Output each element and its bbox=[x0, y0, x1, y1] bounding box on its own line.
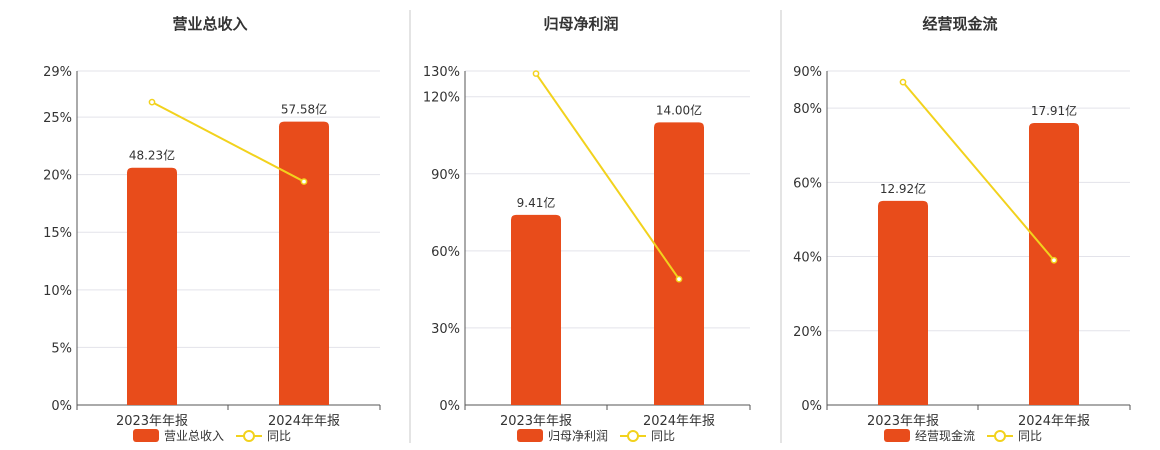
bar-value-label: 17.91亿 bbox=[1031, 103, 1077, 118]
bar bbox=[279, 121, 329, 405]
x-tick-label: 2024年年报 bbox=[268, 414, 340, 429]
y-tick-label: 15% bbox=[43, 226, 72, 241]
bar bbox=[511, 214, 561, 405]
bar-value-label: 12.92亿 bbox=[880, 181, 926, 196]
legend-line-marker bbox=[994, 430, 1006, 442]
y-tick-label: 60% bbox=[431, 245, 460, 260]
bar bbox=[127, 167, 177, 405]
legend-bar-swatch bbox=[133, 429, 159, 442]
legend-label: 同比 bbox=[651, 429, 675, 443]
x-tick-label: 2024年年报 bbox=[643, 414, 715, 429]
legend-line-marker bbox=[243, 430, 255, 442]
y-tick-label: 25% bbox=[43, 111, 72, 126]
y-tick-label: 20% bbox=[43, 169, 72, 184]
chart-title: 经营现金流 bbox=[922, 15, 997, 33]
legend-bar-swatch bbox=[884, 429, 910, 442]
legend-label: 归母净利润 bbox=[548, 429, 608, 443]
yoy-point bbox=[675, 275, 683, 283]
chart-panel-net-profit: 归母净利润 0% 30% 60% 90% 120% 130% 9.41亿 14.00亿 2023年… bbox=[423, 15, 751, 443]
x-tick-label: 2024年年报 bbox=[1018, 414, 1090, 429]
legend-bar-swatch bbox=[517, 429, 543, 442]
y-tick-label: 5% bbox=[51, 341, 72, 356]
yoy-line bbox=[151, 101, 305, 183]
chart-title: 营业总收入 bbox=[172, 15, 247, 33]
y-tick-label: 60% bbox=[793, 176, 822, 191]
legend-label: 同比 bbox=[1018, 429, 1042, 443]
yoy-line bbox=[535, 72, 680, 280]
legend-line-marker bbox=[627, 430, 639, 442]
yoy-point bbox=[300, 178, 308, 185]
bar bbox=[1029, 122, 1079, 405]
y-tick-label: 20% bbox=[793, 325, 822, 340]
bar-value-label: 9.41亿 bbox=[517, 195, 556, 210]
y-tick-label: 0% bbox=[801, 399, 822, 414]
chart-panel-operating-cash-flow: 经营现金流 0% 20% 40% 60% 80% 90% 12.92亿 17.91亿 2023年年… bbox=[793, 15, 1131, 443]
yoy-point bbox=[148, 98, 156, 106]
y-tick-label: 90% bbox=[793, 65, 822, 80]
x-tick-label: 2023年年报 bbox=[500, 414, 572, 429]
legend-label: 经营现金流 bbox=[915, 428, 975, 443]
y-tick-label: 80% bbox=[793, 102, 822, 117]
y-tick-label: 120% bbox=[423, 91, 460, 106]
chart-title: 归母净利润 bbox=[543, 15, 618, 33]
y-tick-label: 0% bbox=[439, 399, 460, 414]
bar-value-label: 57.58亿 bbox=[281, 102, 327, 117]
y-tick-label: 30% bbox=[431, 322, 460, 337]
chart-panel-revenue: 营业总收入 0% 5% 10% 15% 20% 25% 29% 48.23亿 57.58亿 2023… bbox=[43, 15, 381, 443]
x-tick-label: 2023年年报 bbox=[116, 414, 188, 429]
legend-label: 营业总收入 bbox=[164, 429, 224, 443]
yoy-point bbox=[532, 70, 540, 77]
yoy-point bbox=[1050, 256, 1058, 264]
y-tick-label: 40% bbox=[793, 251, 822, 266]
yoy-line bbox=[902, 81, 1055, 261]
bar bbox=[654, 122, 704, 405]
bar-value-label: 48.23亿 bbox=[129, 148, 175, 163]
y-tick-label: 90% bbox=[431, 168, 460, 183]
legend-label: 同比 bbox=[267, 429, 291, 443]
y-tick-label: 130% bbox=[423, 65, 460, 80]
x-tick-label: 2023年年报 bbox=[867, 414, 939, 429]
bar-value-label: 14.00亿 bbox=[656, 102, 702, 117]
yoy-point bbox=[899, 78, 907, 86]
bar bbox=[878, 200, 928, 405]
y-tick-label: 0% bbox=[51, 399, 72, 414]
y-tick-label: 10% bbox=[43, 284, 72, 299]
y-tick-label: 29% bbox=[43, 65, 72, 80]
